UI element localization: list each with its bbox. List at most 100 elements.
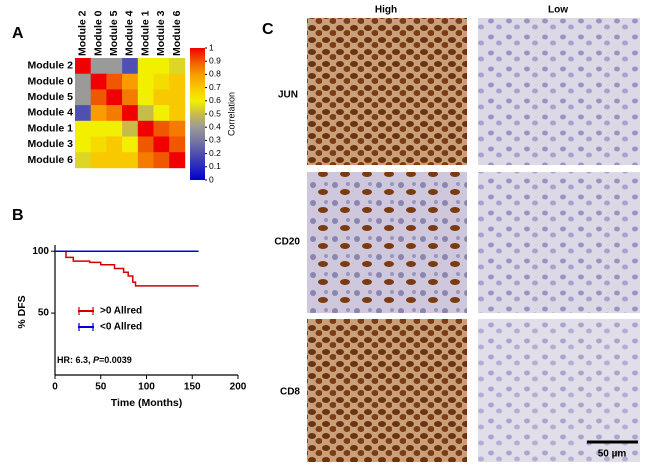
micrograph [307, 18, 467, 165]
annotation: HR: 6.3, P=0.0039 [57, 355, 132, 365]
heatmap-cell [122, 136, 139, 153]
heatmap-cell [90, 120, 107, 137]
row-label: Module 1 [27, 122, 73, 134]
panel-label: C [262, 21, 274, 38]
column-label: Module 3 [155, 10, 167, 56]
heatmap-cell [153, 120, 170, 137]
heatmap-cell [169, 152, 186, 169]
colorbar-tick-label: 0.6 [209, 95, 221, 105]
heatmap-cell [153, 152, 170, 169]
colorbar-tick-label: 0.3 [209, 135, 221, 145]
column-label: Module 6 [171, 10, 183, 56]
heatmap-cell [90, 105, 107, 122]
heatmap-cell [90, 152, 107, 169]
heatmap-cell [90, 58, 107, 74]
colorbar-tick-label: 0.8 [209, 69, 221, 79]
row-label: CD8 [280, 387, 300, 398]
heatmap-cell [75, 58, 91, 74]
heatmap-cell [122, 58, 139, 74]
row-label: Module 4 [27, 107, 73, 119]
heatmap-cell [137, 152, 154, 169]
column-label: Module 5 [108, 10, 120, 56]
heatmap-cell [153, 105, 170, 122]
colorbar-label: Correlation [226, 92, 236, 136]
heatmap-cell [106, 105, 123, 122]
colorbar-tick-label: 0.1 [209, 161, 221, 171]
heatmap-cell [137, 58, 154, 74]
heatmap-cell [122, 89, 139, 106]
heatmap-cell [137, 73, 154, 90]
legend-label: >0 Allred [100, 306, 142, 317]
heatmap-cell [169, 58, 186, 74]
annotation-part: HR: 6.3, [57, 355, 93, 365]
heatmap-cell [122, 73, 139, 90]
x-tick-label: 50 [95, 382, 107, 393]
heatmap-cell [137, 136, 154, 153]
survival-curve [55, 250, 199, 287]
colorbar-tick-label: 0 [209, 174, 214, 184]
y-axis-title: % DFS [16, 295, 28, 328]
column-label: Module 4 [124, 10, 136, 56]
row-label: Module 5 [27, 91, 73, 103]
heatmap-cell [106, 152, 123, 169]
row-label: Module 2 [27, 60, 73, 72]
micrograph [478, 172, 640, 313]
micrograph [307, 319, 467, 462]
x-tick-label: 0 [52, 382, 58, 393]
heatmap-cell [122, 152, 139, 169]
heatmap-cell [106, 89, 123, 106]
column-header: High [375, 5, 397, 16]
row-label: Module 0 [27, 75, 73, 87]
heatmap-cell [169, 120, 186, 137]
heatmap-cell [106, 136, 123, 153]
row-label: CD20 [274, 237, 300, 248]
heatmap-cell [153, 58, 170, 74]
y-tick-label: 50 [38, 308, 50, 319]
heatmap-cell [153, 73, 170, 90]
x-tick-label: 150 [184, 382, 201, 393]
colorbar [190, 48, 205, 180]
colorbar-tick-label: 0.2 [209, 148, 221, 158]
legend-label: <0 Allred [100, 322, 142, 333]
heatmap-cell [75, 120, 91, 137]
x-axis-title: Time (Months) [111, 397, 183, 409]
annotation-part: =0.0039 [99, 355, 132, 365]
heatmap-cell [122, 120, 139, 137]
scale-bar-label: 50 µm [598, 449, 627, 460]
colorbar-tick-label: 0.7 [209, 82, 221, 92]
x-tick-label: 200 [230, 382, 247, 393]
row-label: JUN [278, 90, 298, 101]
heatmap-cell [169, 105, 186, 122]
column-header: Low [548, 5, 568, 16]
heatmap-cell [122, 105, 139, 122]
row-label: Module 6 [27, 154, 73, 166]
heatmap-cell [106, 73, 123, 90]
heatmap-cell [153, 89, 170, 106]
colorbar-tick-label: 0.9 [209, 55, 221, 65]
heatmap-cell [75, 89, 91, 106]
heatmap-cell [90, 89, 107, 106]
micrograph [478, 18, 640, 165]
heatmap-cell [75, 152, 91, 169]
heatmap-cell [106, 58, 123, 74]
column-label: Module 0 [92, 10, 104, 56]
heatmap-cell [90, 136, 107, 153]
heatmap-cell [153, 136, 170, 153]
heatmap-cell [75, 73, 91, 90]
heatmap-cell [137, 89, 154, 106]
colorbar-tick-label: 1 [209, 42, 214, 52]
heatmap-cell [75, 105, 91, 122]
x-tick-label: 100 [138, 382, 155, 393]
heatmap-cell [137, 120, 154, 137]
heatmap-cell [169, 73, 186, 90]
heatmap-cell [90, 73, 107, 90]
micrograph [478, 319, 640, 462]
heatmap-cell [169, 136, 186, 153]
panel-label: B [12, 207, 24, 224]
colorbar-tick-label: 0.4 [209, 121, 221, 131]
heatmap-cell [169, 89, 186, 106]
y-tick-label: 100 [32, 246, 49, 257]
micrograph [307, 172, 467, 313]
heatmap-cell [137, 105, 154, 122]
